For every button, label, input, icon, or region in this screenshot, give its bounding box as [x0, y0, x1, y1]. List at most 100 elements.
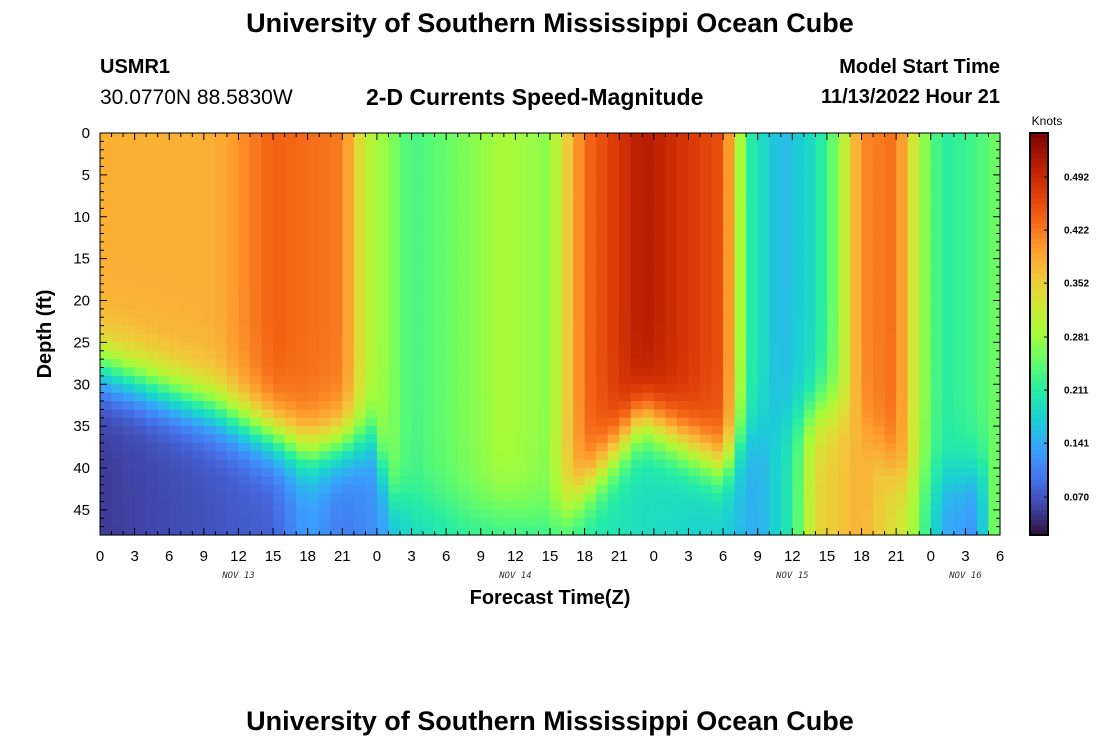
heatmap-cell — [342, 493, 355, 503]
heatmap-cell — [711, 308, 724, 318]
heatmap-cell — [550, 158, 563, 168]
heatmap-cell — [123, 468, 136, 477]
heatmap-cell — [596, 241, 609, 251]
heatmap-cell — [180, 149, 193, 159]
heatmap-cell — [688, 334, 701, 343]
heatmap-cell — [123, 375, 136, 385]
heatmap-cell — [100, 409, 113, 419]
heatmap-cell — [942, 367, 955, 377]
heatmap-cell — [515, 426, 528, 436]
heatmap-cell — [642, 250, 655, 260]
heatmap-cell — [376, 442, 390, 452]
heatmap-cell — [711, 317, 724, 327]
heatmap-cell — [919, 442, 932, 452]
heatmap-cell — [469, 434, 482, 444]
heatmap-cell — [146, 468, 159, 477]
heatmap-cell — [826, 216, 840, 226]
heatmap-cell — [446, 401, 459, 410]
heatmap-cell — [803, 233, 816, 243]
colorbar-segment — [1030, 409, 1048, 416]
heatmap-cell — [826, 476, 840, 486]
colorbar-segment — [1030, 313, 1048, 320]
heatmap-cell — [619, 166, 632, 176]
heatmap-cell — [596, 233, 609, 243]
heatmap-cell — [850, 493, 863, 503]
heatmap-cell — [965, 233, 978, 243]
heatmap-cell — [353, 384, 366, 394]
heatmap-cell — [896, 216, 909, 226]
heatmap-cell — [769, 442, 782, 452]
heatmap-cell — [261, 250, 274, 260]
heatmap-cell — [930, 149, 943, 159]
heatmap-cell — [492, 526, 505, 536]
heatmap-cell — [953, 292, 966, 302]
heatmap-cell — [815, 468, 828, 477]
heatmap-cell — [976, 250, 990, 260]
heatmap-cell — [884, 258, 897, 268]
heatmap-cell — [111, 518, 124, 528]
heatmap-cell — [503, 258, 516, 268]
heatmap-cell — [573, 174, 586, 184]
heatmap-cell — [515, 325, 528, 335]
heatmap-cell — [538, 359, 551, 369]
colorbar-segment — [1030, 399, 1048, 405]
heatmap-cell — [942, 158, 955, 168]
heatmap-cell — [919, 133, 932, 142]
heatmap-cell — [711, 442, 724, 452]
heatmap-cell — [123, 384, 136, 394]
heatmap-cell — [630, 459, 643, 469]
heatmap-cell — [526, 359, 540, 369]
heatmap-cell — [653, 434, 666, 444]
heatmap-cell — [400, 501, 413, 511]
heatmap-cell — [492, 417, 505, 427]
heatmap-cell — [446, 283, 459, 293]
heatmap-cell — [123, 283, 136, 293]
heatmap-cell — [526, 484, 540, 494]
heatmap-cell — [942, 325, 955, 335]
heatmap-cell — [434, 451, 447, 461]
heatmap-cell — [411, 283, 424, 293]
heatmap-cell — [100, 225, 113, 235]
heatmap-cell — [584, 317, 597, 327]
heatmap-cell — [111, 442, 124, 452]
heatmap-cell — [388, 334, 401, 343]
heatmap-cell — [780, 141, 793, 151]
heatmap-cell — [319, 200, 332, 209]
heatmap-cell — [942, 225, 955, 235]
heatmap-cell — [215, 442, 228, 452]
heatmap-cell — [123, 258, 136, 268]
heatmap-cell — [169, 442, 182, 452]
heatmap-cell — [480, 526, 493, 536]
heatmap-cell — [526, 233, 540, 243]
heatmap-cells — [100, 133, 1001, 536]
heatmap-cell — [653, 200, 666, 209]
heatmap-cell — [157, 141, 170, 151]
heatmap-cell — [503, 401, 516, 410]
heatmap-cell — [550, 191, 563, 201]
heatmap-cell — [953, 342, 966, 352]
heatmap-cell — [642, 459, 655, 469]
heatmap-cell — [803, 275, 816, 285]
heatmap-cell — [861, 434, 874, 444]
date-label: NOV 14 — [498, 571, 532, 581]
heatmap-cell — [261, 225, 274, 235]
heatmap-cell — [665, 493, 678, 503]
heatmap-cell — [642, 451, 655, 461]
heatmap-cell — [307, 283, 320, 293]
heatmap-cell — [411, 493, 424, 503]
heatmap-cell — [284, 250, 297, 260]
heatmap-cell — [815, 401, 828, 410]
heatmap-cell — [884, 141, 897, 151]
heatmap-cell — [896, 149, 909, 159]
heatmap-cell — [250, 493, 263, 503]
heatmap-cell — [342, 476, 355, 486]
heatmap-cell — [850, 409, 863, 419]
heatmap-cell — [111, 258, 124, 268]
heatmap-cell — [515, 208, 528, 218]
heatmap-cell — [792, 367, 805, 377]
station-id: USMR1 — [100, 56, 171, 78]
heatmap-cell — [838, 518, 851, 528]
heatmap-cell — [700, 317, 713, 327]
heatmap-cell — [100, 183, 113, 193]
heatmap-cell — [596, 384, 609, 394]
